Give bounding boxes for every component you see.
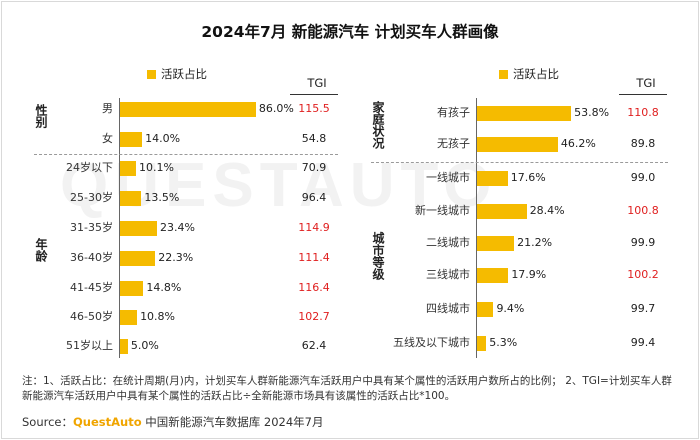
tgi-value: 89.8 — [630, 137, 656, 150]
data-label: 17.6% — [510, 171, 546, 184]
category-label: 有孩子 — [437, 106, 470, 119]
data-label: 17.9% — [511, 268, 547, 281]
data-label: 14.0% — [145, 132, 181, 145]
tgi-value: 54.8 — [301, 132, 327, 145]
tgi-value: 96.4 — [301, 191, 327, 204]
data-label: 5.3% — [489, 336, 518, 349]
source-brand: QuestAuto — [73, 415, 142, 429]
data-label: 10.1% — [138, 161, 174, 174]
data-label: 14.8% — [146, 281, 182, 294]
bar — [120, 280, 144, 296]
bar — [120, 220, 157, 236]
category-label: 24岁以下 — [66, 161, 113, 174]
legend-right: 活跃占比 — [499, 66, 559, 82]
category-label: 四线城市 — [426, 302, 470, 315]
category-label: 新一线城市 — [415, 204, 470, 217]
category-label: 二线城市 — [426, 236, 470, 249]
bar — [120, 101, 256, 117]
tgi-value: 99.4 — [630, 336, 656, 349]
tgi-value: 70.9 — [301, 161, 327, 174]
value-axis — [119, 98, 120, 358]
legend-swatch — [147, 69, 156, 79]
tgi-value: 99.0 — [630, 171, 656, 184]
tgi-header-rule-left — [290, 94, 338, 95]
category-label: 31-35岁 — [70, 221, 113, 234]
tgi-header-rule-right — [619, 94, 667, 95]
data-label: 53.8% — [574, 106, 610, 119]
bar — [477, 203, 527, 219]
group-label: 性别 — [34, 104, 48, 128]
group-label: 家庭状况 — [371, 101, 385, 149]
data-label: 46.2% — [560, 137, 596, 150]
category-label: 男 — [102, 102, 113, 115]
bar — [120, 160, 136, 176]
tgi-value: 102.7 — [298, 310, 330, 323]
group-label: 年龄 — [34, 238, 48, 262]
data-label: 13.5% — [144, 191, 180, 204]
tgi-value: 100.2 — [627, 268, 659, 281]
group-divider — [371, 162, 668, 163]
footnote: 注：1、活跃占比：在统计周期(月)内，计划买车人群新能源汽车活跃用户中具有某个属… — [22, 375, 672, 402]
bar — [120, 131, 143, 147]
category-label: 五线及以下城市 — [393, 336, 470, 349]
group-label: 城市等级 — [371, 232, 385, 280]
legend-swatch — [499, 69, 508, 79]
tgi-value: 114.9 — [298, 221, 330, 234]
data-label: 10.8% — [140, 310, 176, 323]
category-label: 46-50岁 — [70, 310, 113, 323]
data-label: 21.2% — [517, 236, 553, 249]
value-axis — [476, 98, 477, 358]
tgi-value: 99.7 — [630, 302, 656, 315]
bar — [477, 301, 494, 317]
tgi-header-left: TGI — [307, 76, 327, 90]
category-label: 一线城市 — [426, 171, 470, 184]
legend-label: 活跃占比 — [161, 67, 207, 81]
category-label: 三线城市 — [426, 268, 470, 281]
group-divider — [34, 154, 338, 155]
category-label: 25-30岁 — [70, 191, 113, 204]
bar — [120, 338, 128, 354]
tgi-value: 62.4 — [301, 339, 327, 352]
tgi-value: 99.9 — [630, 236, 656, 249]
category-label: 36-40岁 — [70, 251, 113, 264]
data-label: 23.4% — [159, 221, 195, 234]
bar — [120, 190, 142, 206]
bar — [477, 105, 572, 121]
category-label: 41-45岁 — [70, 281, 113, 294]
bar — [477, 136, 558, 152]
tgi-value: 100.8 — [627, 204, 659, 217]
source-prefix: Source： — [22, 415, 73, 429]
category-label: 无孩子 — [437, 137, 470, 150]
bar — [477, 267, 509, 283]
bar — [120, 250, 156, 266]
tgi-value: 111.4 — [298, 251, 330, 264]
bar — [477, 235, 515, 251]
tgi-value: 116.4 — [298, 281, 330, 294]
data-label: 9.4% — [496, 302, 525, 315]
tgi-header-right: TGI — [636, 76, 656, 90]
category-label: 女 — [102, 132, 113, 145]
data-label: 5.0% — [130, 339, 159, 352]
legend-label: 活跃占比 — [513, 67, 559, 81]
source-text: 中国新能源汽车数据库 2024年7月 — [145, 415, 324, 429]
chart-title: 2024年7月 新能源汽车 计划买车人群画像 — [201, 23, 499, 41]
data-label: 28.4% — [529, 204, 565, 217]
data-label: 22.3% — [158, 251, 194, 264]
bar — [120, 309, 138, 325]
data-label: 86.0% — [258, 102, 294, 115]
tgi-value: 110.8 — [627, 106, 659, 119]
tgi-value: 115.5 — [298, 102, 330, 115]
bar — [477, 170, 508, 186]
source-line: Source：QuestAuto 中国新能源汽车数据库 2024年7月 — [22, 414, 324, 430]
category-label: 51岁以上 — [66, 339, 113, 352]
legend-left: 活跃占比 — [147, 66, 207, 82]
bar — [477, 335, 487, 351]
